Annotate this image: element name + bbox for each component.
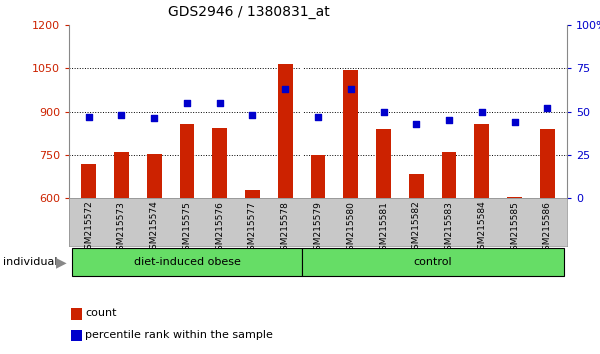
Bar bbox=[114, 152, 129, 198]
Text: GSM215585: GSM215585 bbox=[510, 201, 519, 256]
Point bbox=[280, 86, 290, 92]
Bar bbox=[311, 155, 325, 198]
Bar bbox=[343, 70, 358, 198]
Point bbox=[444, 118, 454, 123]
Text: GSM215580: GSM215580 bbox=[346, 201, 355, 256]
Bar bbox=[475, 124, 489, 198]
Text: GSM215576: GSM215576 bbox=[215, 201, 224, 256]
Bar bbox=[147, 154, 161, 198]
Text: GDS2946 / 1380831_at: GDS2946 / 1380831_at bbox=[168, 5, 330, 19]
FancyBboxPatch shape bbox=[302, 248, 564, 276]
Bar bbox=[507, 197, 522, 198]
Bar bbox=[245, 190, 260, 198]
Bar bbox=[81, 164, 96, 198]
Text: GSM215575: GSM215575 bbox=[182, 201, 191, 256]
Text: GSM215572: GSM215572 bbox=[84, 201, 93, 255]
Point bbox=[84, 114, 94, 120]
Point bbox=[149, 116, 159, 121]
Point bbox=[477, 109, 487, 114]
Point bbox=[542, 105, 552, 111]
Point bbox=[248, 112, 257, 118]
Text: individual: individual bbox=[3, 257, 58, 267]
Text: diet-induced obese: diet-induced obese bbox=[134, 257, 241, 267]
Text: GSM215577: GSM215577 bbox=[248, 201, 257, 256]
Point bbox=[116, 112, 126, 118]
Point bbox=[346, 86, 356, 92]
Text: GSM215584: GSM215584 bbox=[478, 201, 487, 255]
Text: ▶: ▶ bbox=[56, 255, 67, 269]
Bar bbox=[278, 64, 293, 198]
Point bbox=[182, 100, 192, 106]
Point bbox=[313, 114, 323, 120]
Bar bbox=[376, 129, 391, 198]
Text: GSM215586: GSM215586 bbox=[543, 201, 552, 256]
Bar bbox=[540, 129, 555, 198]
Text: GSM215579: GSM215579 bbox=[314, 201, 323, 256]
Bar bbox=[212, 128, 227, 198]
Point bbox=[215, 100, 224, 106]
Text: control: control bbox=[413, 257, 452, 267]
Bar bbox=[409, 174, 424, 198]
Point bbox=[412, 121, 421, 126]
Text: GSM215573: GSM215573 bbox=[117, 201, 126, 256]
Text: GSM215583: GSM215583 bbox=[445, 201, 454, 256]
Text: GSM215578: GSM215578 bbox=[281, 201, 290, 256]
Bar bbox=[442, 152, 457, 198]
Point bbox=[379, 109, 388, 114]
Bar bbox=[179, 124, 194, 198]
Text: GSM215581: GSM215581 bbox=[379, 201, 388, 256]
Text: GSM215582: GSM215582 bbox=[412, 201, 421, 255]
Point bbox=[510, 119, 520, 125]
Text: count: count bbox=[85, 308, 116, 318]
FancyBboxPatch shape bbox=[72, 248, 302, 276]
Text: GSM215574: GSM215574 bbox=[149, 201, 158, 255]
Text: percentile rank within the sample: percentile rank within the sample bbox=[85, 330, 273, 339]
